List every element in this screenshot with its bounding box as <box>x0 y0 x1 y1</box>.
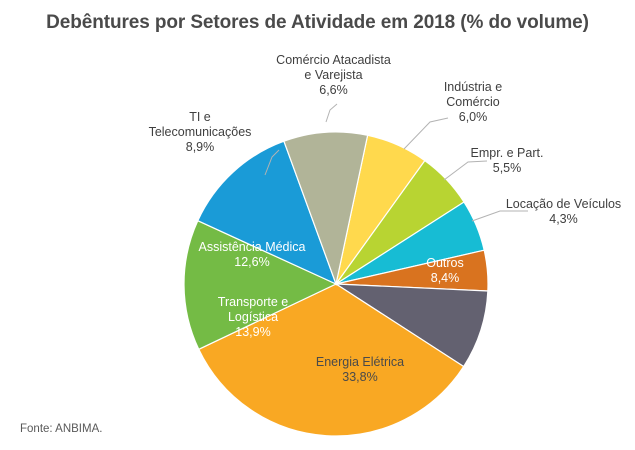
label-transporte-logistica-line2: Logística <box>227 310 279 324</box>
label-comercio-atacadista-value: 6,6% <box>319 83 348 97</box>
label-ti-telecom-line1: TI e <box>189 110 211 124</box>
label-industria-comercio-value: 6,0% <box>458 110 488 124</box>
label-transporte-logistica-value: 13,9% <box>235 325 271 339</box>
leader-line-industria-comercio <box>403 117 449 150</box>
label-empr-part-value: 5,5% <box>492 161 522 175</box>
label-energia-eletrica-line1: Energia Elétrica <box>315 355 405 369</box>
label-outros: Outros 8,4% <box>400 256 490 286</box>
label-ti-telecom: TI e Telecomunicações 8,9% <box>120 110 280 155</box>
label-outros-value: 8,4% <box>430 271 460 285</box>
pie-slice-transporte-e-logistica[interactable] <box>183 219 338 351</box>
pie-slice-assistencia-medica[interactable] <box>197 140 338 286</box>
pie-slice-energia-eletrica[interactable] <box>197 283 465 437</box>
leader-lines-group <box>264 103 528 222</box>
label-ti-telecom-value: 8,9% <box>185 140 215 154</box>
label-ti-telecom-line2: Telecomunicações <box>148 125 252 139</box>
label-outros-line1: Outros <box>426 256 464 270</box>
label-empr-part-line1: Empr. e Part. <box>470 146 544 160</box>
label-empr-part: Empr. e Part. 5,5% <box>452 146 562 176</box>
chart-title: Debêntures por Setores de Atividade em 2… <box>46 12 589 33</box>
label-energia-eletrica-value: 33,8% <box>342 370 378 384</box>
pie-slices-group <box>183 131 489 437</box>
label-industria-comercio-line2: Comércio <box>446 95 500 109</box>
label-transporte-logistica: Transporte e Logística 13,9% <box>193 295 313 340</box>
source-note: Fonte: ANBIMA. <box>20 423 103 435</box>
label-industria-comercio: Indústria e Comércio 6,0% <box>418 80 528 125</box>
label-assistencia-medica-line1: Assistência Médica <box>198 240 306 254</box>
label-locacao-veiculos-value: 4,3% <box>549 212 578 226</box>
leader-line-locacao-veiculos <box>471 210 528 222</box>
label-assistencia-medica: Assistência Médica 12,6% <box>178 240 326 270</box>
label-comercio-atacadista-line2: e Varejista <box>304 68 363 82</box>
label-locacao-veiculos: Locação de Veículos 4,3% <box>497 197 630 227</box>
leader-line-empr-part <box>443 160 488 181</box>
label-transporte-logistica-line1: Transporte e <box>217 295 289 309</box>
label-comercio-atacadista-line1: Comércio Atacadista <box>276 53 391 67</box>
label-energia-eletrica: Energia Elétrica 33,8% <box>300 355 420 385</box>
leader-line-ti-telecom <box>264 149 280 176</box>
label-industria-comercio-line1: Indústria e <box>443 80 503 94</box>
label-comercio-atacadista: Comércio Atacadista e Varejista 6,6% <box>251 53 416 98</box>
label-assistencia-medica-value: 12,6% <box>234 255 270 269</box>
label-locacao-veiculos-line1: Locação de Veículos <box>505 197 622 211</box>
leader-line-comercio-atacadista <box>325 103 338 123</box>
pie-slice-ti-e-telecomunicacoes[interactable] <box>283 131 369 287</box>
